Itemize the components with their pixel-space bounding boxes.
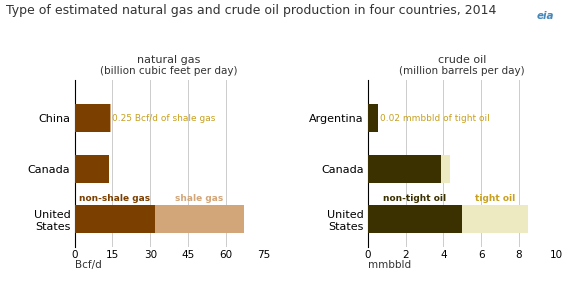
Text: eia: eia <box>537 11 554 22</box>
Text: 0.02 mmbbld of tight oil: 0.02 mmbbld of tight oil <box>381 114 490 123</box>
Bar <box>441 155 450 183</box>
Bar <box>156 205 243 233</box>
Text: crude oil: crude oil <box>438 55 486 65</box>
Bar <box>75 104 110 132</box>
Bar <box>75 205 156 233</box>
Bar <box>368 155 441 183</box>
Text: non-shale gas: non-shale gas <box>79 194 150 203</box>
Bar <box>368 104 378 132</box>
Bar <box>110 104 111 132</box>
Text: tight oil: tight oil <box>475 194 515 203</box>
Bar <box>368 205 462 233</box>
Text: Type of estimated natural gas and crude oil production in four countries, 2014: Type of estimated natural gas and crude … <box>6 4 496 17</box>
Text: natural gas: natural gas <box>138 55 201 65</box>
Bar <box>462 205 529 233</box>
Text: shale gas: shale gas <box>175 194 223 203</box>
Text: mmbbld: mmbbld <box>368 260 411 270</box>
Text: non-tight oil: non-tight oil <box>383 194 447 203</box>
Text: 0.25 Bcf/d of shale gas: 0.25 Bcf/d of shale gas <box>113 114 216 123</box>
Text: Bcf/d: Bcf/d <box>75 260 102 270</box>
Bar <box>75 155 108 183</box>
Text: (billion cubic feet per day): (billion cubic feet per day) <box>100 66 238 76</box>
Text: (million barrels per day): (million barrels per day) <box>400 66 525 76</box>
